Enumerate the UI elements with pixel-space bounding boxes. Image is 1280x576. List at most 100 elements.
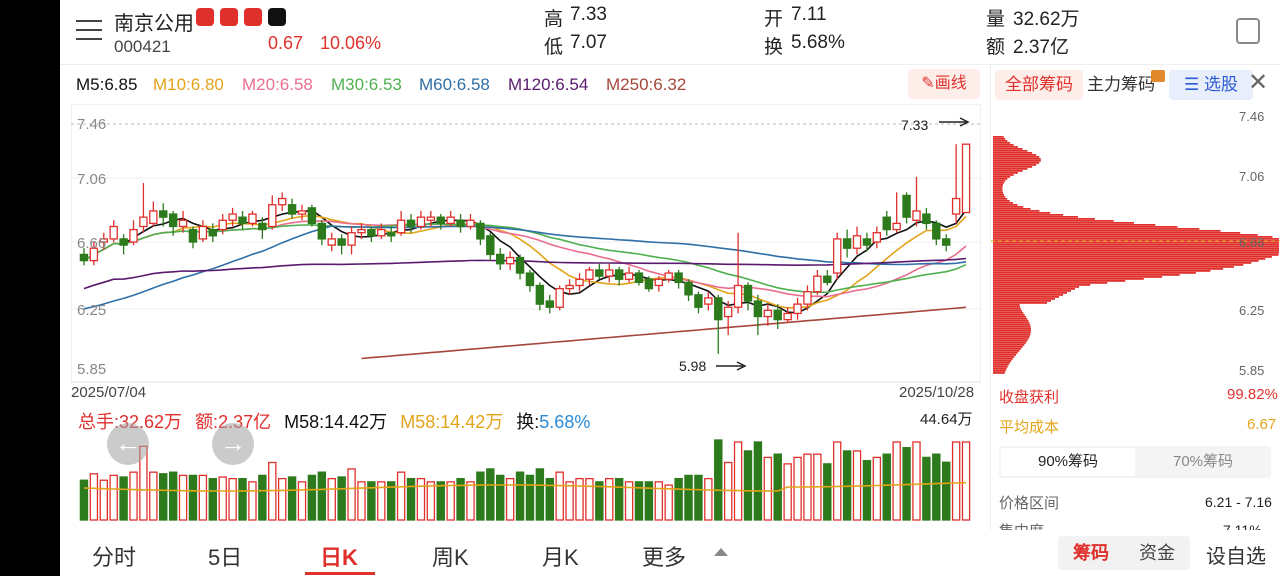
chip-bar xyxy=(993,246,1279,248)
chip-bar xyxy=(993,196,1006,198)
tab-main-chips[interactable]: 主力筹码 xyxy=(1087,70,1165,100)
tab-daily-k[interactable]: 日K xyxy=(320,545,358,570)
candle-body xyxy=(505,256,515,265)
volume-amount: 额:2.37亿 xyxy=(195,412,272,432)
chip-bar xyxy=(993,368,1007,370)
tab-intraday[interactable]: 分时 xyxy=(92,545,137,570)
chip-bar xyxy=(993,188,1003,190)
caret-up-icon[interactable] xyxy=(714,548,728,556)
chip-bar xyxy=(993,194,1004,196)
close-icon[interactable]: ✕ xyxy=(1248,69,1269,96)
candle-body xyxy=(99,238,108,243)
chip-bar xyxy=(993,344,1025,346)
chip-bar xyxy=(993,346,1023,348)
prev-arrow-button[interactable]: ← xyxy=(107,423,149,465)
screen-rotate-icon[interactable] xyxy=(1236,18,1260,44)
volume-bar xyxy=(694,474,703,521)
volume-bar xyxy=(149,471,158,521)
chip-bar xyxy=(993,214,1064,216)
candle-body xyxy=(684,281,693,296)
volume-bar xyxy=(248,481,257,521)
volume-bar xyxy=(654,481,664,521)
chip-bar xyxy=(993,302,1047,304)
active-tab-underline xyxy=(305,572,375,575)
chip-bar xyxy=(993,172,1018,174)
chip-bar xyxy=(993,224,1156,226)
chip-bar xyxy=(993,352,1018,354)
kline-chart[interactable]: 7.46 7.06 6.66 6.25 5.85 7.33 5.98 2025/… xyxy=(71,104,981,404)
weibo-icon[interactable] xyxy=(196,8,214,26)
chip-bar xyxy=(993,232,1241,234)
fund-toggle-button[interactable]: 资金 xyxy=(1139,543,1175,563)
chip-bar xyxy=(993,202,1014,204)
chip-bar xyxy=(993,216,1079,218)
high-value: 7.33 xyxy=(570,4,607,25)
chip-y-tick: 7.06 xyxy=(1239,169,1264,184)
volume-bar xyxy=(565,481,574,521)
chip-bar xyxy=(993,200,1010,202)
seg-90-button[interactable]: 90%筹码 xyxy=(1001,448,1135,476)
chip-bar xyxy=(993,270,1211,272)
max-price-label: 7.33 xyxy=(901,117,928,133)
chip-bar xyxy=(993,308,1021,310)
volume-bar xyxy=(872,456,882,521)
settings-favorite-button[interactable]: 设自选 xyxy=(1206,546,1266,568)
volume-bar xyxy=(307,474,317,521)
chip-bar xyxy=(993,252,1279,254)
candle-body xyxy=(714,297,723,321)
app-icon[interactable] xyxy=(220,8,238,26)
volume-bar xyxy=(515,471,525,521)
volume-bar xyxy=(575,477,584,521)
volume-bar xyxy=(605,477,614,521)
chip-bar xyxy=(993,332,1031,334)
chip-bar xyxy=(993,174,1014,176)
douyin-icon[interactable] xyxy=(268,8,286,26)
chip-y-tick: 6.66 xyxy=(1239,235,1264,250)
chip-bar xyxy=(993,152,1033,154)
chip-bar xyxy=(993,318,1028,320)
seg-70-button[interactable]: 70%筹码 xyxy=(1137,448,1269,476)
price-change-pct: 10.06% xyxy=(320,33,382,53)
volume-ma-yellow: M58:14.42万 xyxy=(400,412,504,432)
price-change: 0.67 xyxy=(268,33,304,53)
stock-pick-label: 选股 xyxy=(1203,75,1238,94)
chip-bar xyxy=(993,322,1030,324)
tab-monthly-k[interactable]: 月K xyxy=(542,545,579,570)
next-arrow-button[interactable]: → xyxy=(212,423,254,465)
candle-body xyxy=(951,197,961,215)
min-price-label: 5.98 xyxy=(679,358,706,374)
candle-body xyxy=(476,222,485,240)
tab-weekly-k[interactable]: 周K xyxy=(432,545,469,570)
candle-body xyxy=(109,225,118,240)
candle-body xyxy=(198,225,208,240)
arrow-right-icon: → xyxy=(220,428,246,458)
chip-bar xyxy=(993,160,1041,162)
candle-body xyxy=(902,194,911,218)
candle-body xyxy=(486,235,495,256)
volume-bar xyxy=(357,481,366,521)
volume-bar xyxy=(367,481,376,521)
stock-pick-button[interactable]: ☰ 选股 xyxy=(1169,70,1253,100)
chip-bar xyxy=(993,198,1008,200)
chip-bar xyxy=(993,256,1272,258)
menu-icon[interactable] xyxy=(76,20,102,40)
tab-more[interactable]: 更多 xyxy=(642,545,687,570)
volume-bar xyxy=(89,473,99,521)
tab-all-chips[interactable]: 全部筹码 xyxy=(995,70,1083,100)
ma120-label: M120:6.54 xyxy=(508,75,589,94)
chip-bar xyxy=(993,170,1023,172)
y-tick-label: 7.06 xyxy=(77,171,106,188)
ma60-label: M60:6.58 xyxy=(419,75,490,94)
draw-line-button[interactable]: ✎画线 xyxy=(908,69,980,99)
chip-bar xyxy=(993,212,1051,214)
chip-bar xyxy=(993,166,1033,168)
volume-bar xyxy=(466,481,475,521)
chip-bar xyxy=(993,312,1024,314)
tab-5day[interactable]: 5日 xyxy=(208,545,243,570)
volume-chart[interactable] xyxy=(71,428,981,522)
video-icon[interactable] xyxy=(244,8,262,26)
chip-toggle-button[interactable]: 筹码 xyxy=(1073,543,1109,563)
chip-bar xyxy=(993,136,1004,138)
volume-ma-white: M58:14.42万 xyxy=(284,412,388,432)
volume-bar xyxy=(496,474,505,521)
